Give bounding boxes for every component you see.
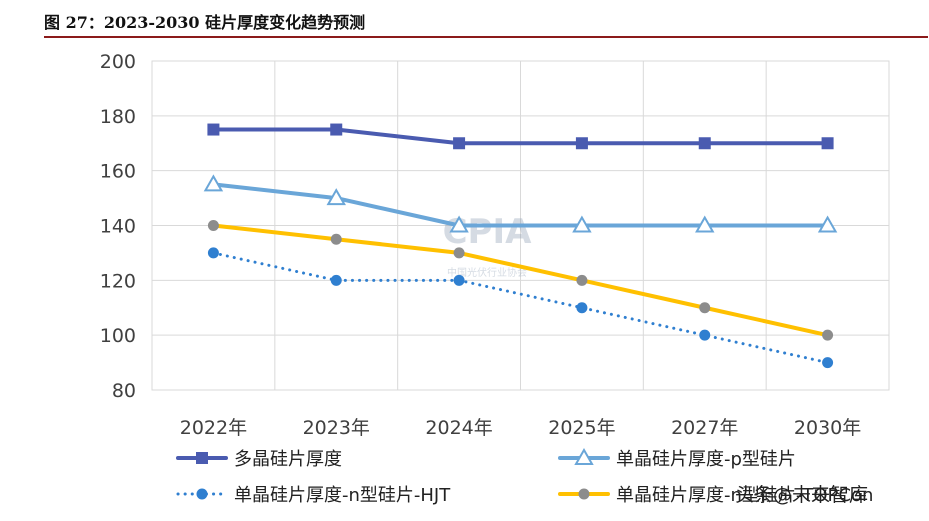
data-point <box>453 274 465 286</box>
x-tick-label: 2030年 <box>794 417 861 439</box>
data-point <box>572 215 592 233</box>
legend-marker <box>574 447 594 465</box>
y-tick-label: 200 <box>100 51 136 73</box>
data-point <box>695 215 715 233</box>
y-tick-label: 100 <box>100 325 136 347</box>
legend-marker <box>196 452 208 464</box>
y-tick-label: 120 <box>100 270 136 292</box>
y-tick-label: 140 <box>100 216 136 238</box>
legend-label: 单晶硅片厚度-p型硅片 <box>616 449 796 470</box>
data-point <box>207 123 220 136</box>
data-point <box>326 188 346 206</box>
watermark: 头条@未来智库 <box>735 484 869 506</box>
data-point <box>453 137 466 150</box>
logo-subtext: 中国光伏行业协会 <box>447 266 527 279</box>
data-point <box>207 247 219 259</box>
x-tick-label: 2025年 <box>548 417 615 439</box>
data-point <box>822 357 834 369</box>
series-line <box>211 223 830 338</box>
x-tick-label: 2027年 <box>671 417 738 439</box>
x-tick-label: 2024年 <box>425 417 492 439</box>
data-point <box>821 137 834 150</box>
data-point <box>576 302 588 314</box>
series-line <box>211 182 830 228</box>
data-point <box>330 123 343 136</box>
data-point <box>699 329 711 341</box>
y-tick-label: 180 <box>100 106 136 128</box>
legend-label: 单晶硅片厚度-n型硅片-HJT <box>234 485 451 506</box>
legend-label: 多晶硅片厚度 <box>234 449 342 470</box>
legend-marker <box>196 488 208 500</box>
x-tick-label: 2022年 <box>180 417 247 439</box>
data-point <box>203 174 224 192</box>
data-point <box>575 137 588 150</box>
series-2 <box>203 174 838 233</box>
title-rule <box>44 36 928 38</box>
series-line <box>211 127 830 146</box>
figure-title: 图 27：2023-2030 硅片厚度变化趋势预测 <box>44 13 366 32</box>
data-point <box>330 274 342 286</box>
data-point <box>576 274 588 286</box>
y-tick-label: 160 <box>100 161 136 183</box>
legend-entry-3: 单晶硅片厚度-n型硅片-HJT <box>176 485 451 506</box>
legend-label: 单晶硅片厚度-n型硅片-TOPCon <box>616 485 873 506</box>
series-line <box>211 251 830 365</box>
series-1 <box>207 123 834 150</box>
data-point <box>817 215 838 233</box>
legend-entry-4: 单晶硅片厚度-n型硅片-TOPCon <box>558 485 873 506</box>
y-tick-label: 80 <box>112 380 136 402</box>
data-point <box>330 233 342 245</box>
data-point <box>453 247 465 259</box>
x-tick-label: 2023年 <box>303 417 370 439</box>
data-point <box>449 215 469 233</box>
series-4 <box>207 220 834 341</box>
legend-marker <box>578 488 590 500</box>
data-point <box>207 220 219 231</box>
legend-entry-2: 单晶硅片厚度-p型硅片 <box>558 447 796 470</box>
data-point <box>822 329 834 341</box>
legend-entry-1: 多晶硅片厚度 <box>176 449 342 470</box>
series-3 <box>207 247 834 369</box>
data-point <box>699 302 711 314</box>
data-point <box>698 137 711 150</box>
